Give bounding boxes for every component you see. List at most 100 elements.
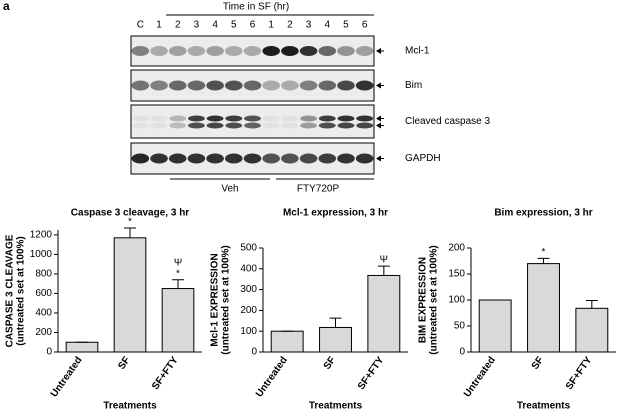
time-label: Time in SF (hr) bbox=[223, 2, 289, 13]
band bbox=[355, 46, 374, 56]
band bbox=[206, 153, 224, 164]
band bbox=[300, 115, 317, 122]
y-tick-label: 200 bbox=[448, 243, 465, 254]
band-label: Bim bbox=[405, 80, 422, 91]
band bbox=[281, 153, 299, 164]
band bbox=[355, 80, 374, 91]
lane-label: 6 bbox=[362, 20, 368, 31]
arrow-head bbox=[376, 82, 381, 89]
chart-title: Bim expression, 3 hr bbox=[494, 208, 592, 219]
y-tick-label: 0 bbox=[46, 347, 52, 358]
band bbox=[131, 46, 150, 56]
band bbox=[168, 153, 187, 164]
y-tick-label: 1000 bbox=[30, 249, 53, 260]
lane-label: 2 bbox=[287, 20, 293, 31]
band bbox=[206, 80, 224, 91]
error-bar bbox=[537, 257, 550, 264]
band bbox=[337, 153, 355, 164]
y-tick-label: 0 bbox=[459, 347, 465, 358]
significance-mark: * bbox=[176, 268, 180, 279]
band bbox=[318, 122, 336, 129]
x-axis-label: Treatments bbox=[309, 401, 363, 412]
bar bbox=[65, 341, 99, 353]
band bbox=[187, 153, 206, 164]
lane-label: 4 bbox=[212, 20, 218, 31]
x-tick-label: SF+FTY bbox=[356, 355, 387, 392]
band bbox=[262, 115, 280, 122]
arrow-head bbox=[376, 115, 381, 122]
band bbox=[318, 46, 337, 56]
band bbox=[262, 46, 280, 56]
charts: Caspase 3 cleavage, 3 hr CASPASE 3 CLEAVA… bbox=[5, 208, 616, 412]
y-axis-label: (untreated set at 100%) bbox=[429, 245, 440, 354]
band bbox=[299, 46, 318, 56]
bar bbox=[319, 326, 352, 353]
x-tick-label: SF bbox=[116, 355, 132, 372]
band bbox=[131, 80, 150, 91]
lane-label: 5 bbox=[231, 20, 237, 31]
significance-mark: * bbox=[542, 247, 546, 258]
bar bbox=[270, 330, 304, 353]
band bbox=[188, 122, 205, 129]
x-axis-label: Treatments bbox=[517, 401, 571, 412]
x-tick-label: Untreated bbox=[49, 355, 85, 400]
x-tick-label: SF+FTY bbox=[150, 355, 181, 392]
significance-mark: Ψ bbox=[380, 255, 388, 266]
band bbox=[187, 46, 206, 56]
y-axis-label: (untreated set at 100%) bbox=[16, 236, 27, 345]
group-label: Veh bbox=[221, 184, 238, 195]
bar bbox=[575, 307, 609, 353]
y-tick-label: 50 bbox=[454, 321, 466, 332]
panel-letter: a bbox=[3, 0, 10, 13]
band-label: Mcl-1 bbox=[405, 46, 430, 57]
error-bar bbox=[172, 279, 184, 289]
arrow-head bbox=[376, 122, 381, 129]
band bbox=[150, 153, 168, 164]
band bbox=[225, 115, 243, 122]
y-tick-label: 600 bbox=[35, 288, 52, 299]
band bbox=[281, 80, 299, 91]
lane-label: 4 bbox=[324, 20, 330, 31]
lane-label: 3 bbox=[194, 20, 200, 31]
band bbox=[206, 46, 224, 56]
band bbox=[337, 46, 355, 56]
y-tick-label: 100 bbox=[240, 326, 257, 337]
y-tick-label: 200 bbox=[240, 305, 257, 316]
band bbox=[281, 122, 299, 129]
x-tick-label: Untreated bbox=[254, 355, 290, 400]
y-tick-label: 500 bbox=[240, 243, 257, 254]
band bbox=[299, 80, 318, 91]
y-tick-label: 200 bbox=[35, 327, 52, 338]
band bbox=[243, 46, 262, 56]
band bbox=[244, 122, 261, 129]
bar bbox=[113, 237, 147, 353]
y-tick-label: 300 bbox=[240, 284, 257, 295]
band bbox=[150, 115, 168, 122]
lane-label: 3 bbox=[306, 20, 312, 31]
band bbox=[299, 153, 318, 164]
band bbox=[168, 46, 187, 56]
bar bbox=[161, 288, 195, 353]
band bbox=[244, 115, 261, 122]
band bbox=[318, 80, 337, 91]
band bbox=[150, 80, 168, 91]
y-tick-label: 800 bbox=[35, 269, 52, 280]
band bbox=[281, 46, 299, 56]
band bbox=[168, 80, 187, 91]
y-axis-label: BIM EXPRESSION bbox=[418, 257, 429, 343]
band bbox=[281, 115, 299, 122]
bar bbox=[367, 274, 401, 353]
band bbox=[225, 153, 243, 164]
y-tick-label: 400 bbox=[240, 263, 257, 274]
band bbox=[187, 80, 206, 91]
bar bbox=[478, 299, 512, 353]
band bbox=[243, 153, 262, 164]
x-tick-label: SF bbox=[530, 355, 546, 372]
band-label: GAPDH bbox=[405, 153, 441, 164]
chart-title: Caspase 3 cleavage, 3 hr bbox=[71, 208, 190, 219]
band bbox=[131, 115, 149, 122]
band bbox=[169, 122, 187, 129]
arrow-head bbox=[376, 155, 381, 162]
x-tick-label: SF+FTY bbox=[564, 355, 595, 392]
